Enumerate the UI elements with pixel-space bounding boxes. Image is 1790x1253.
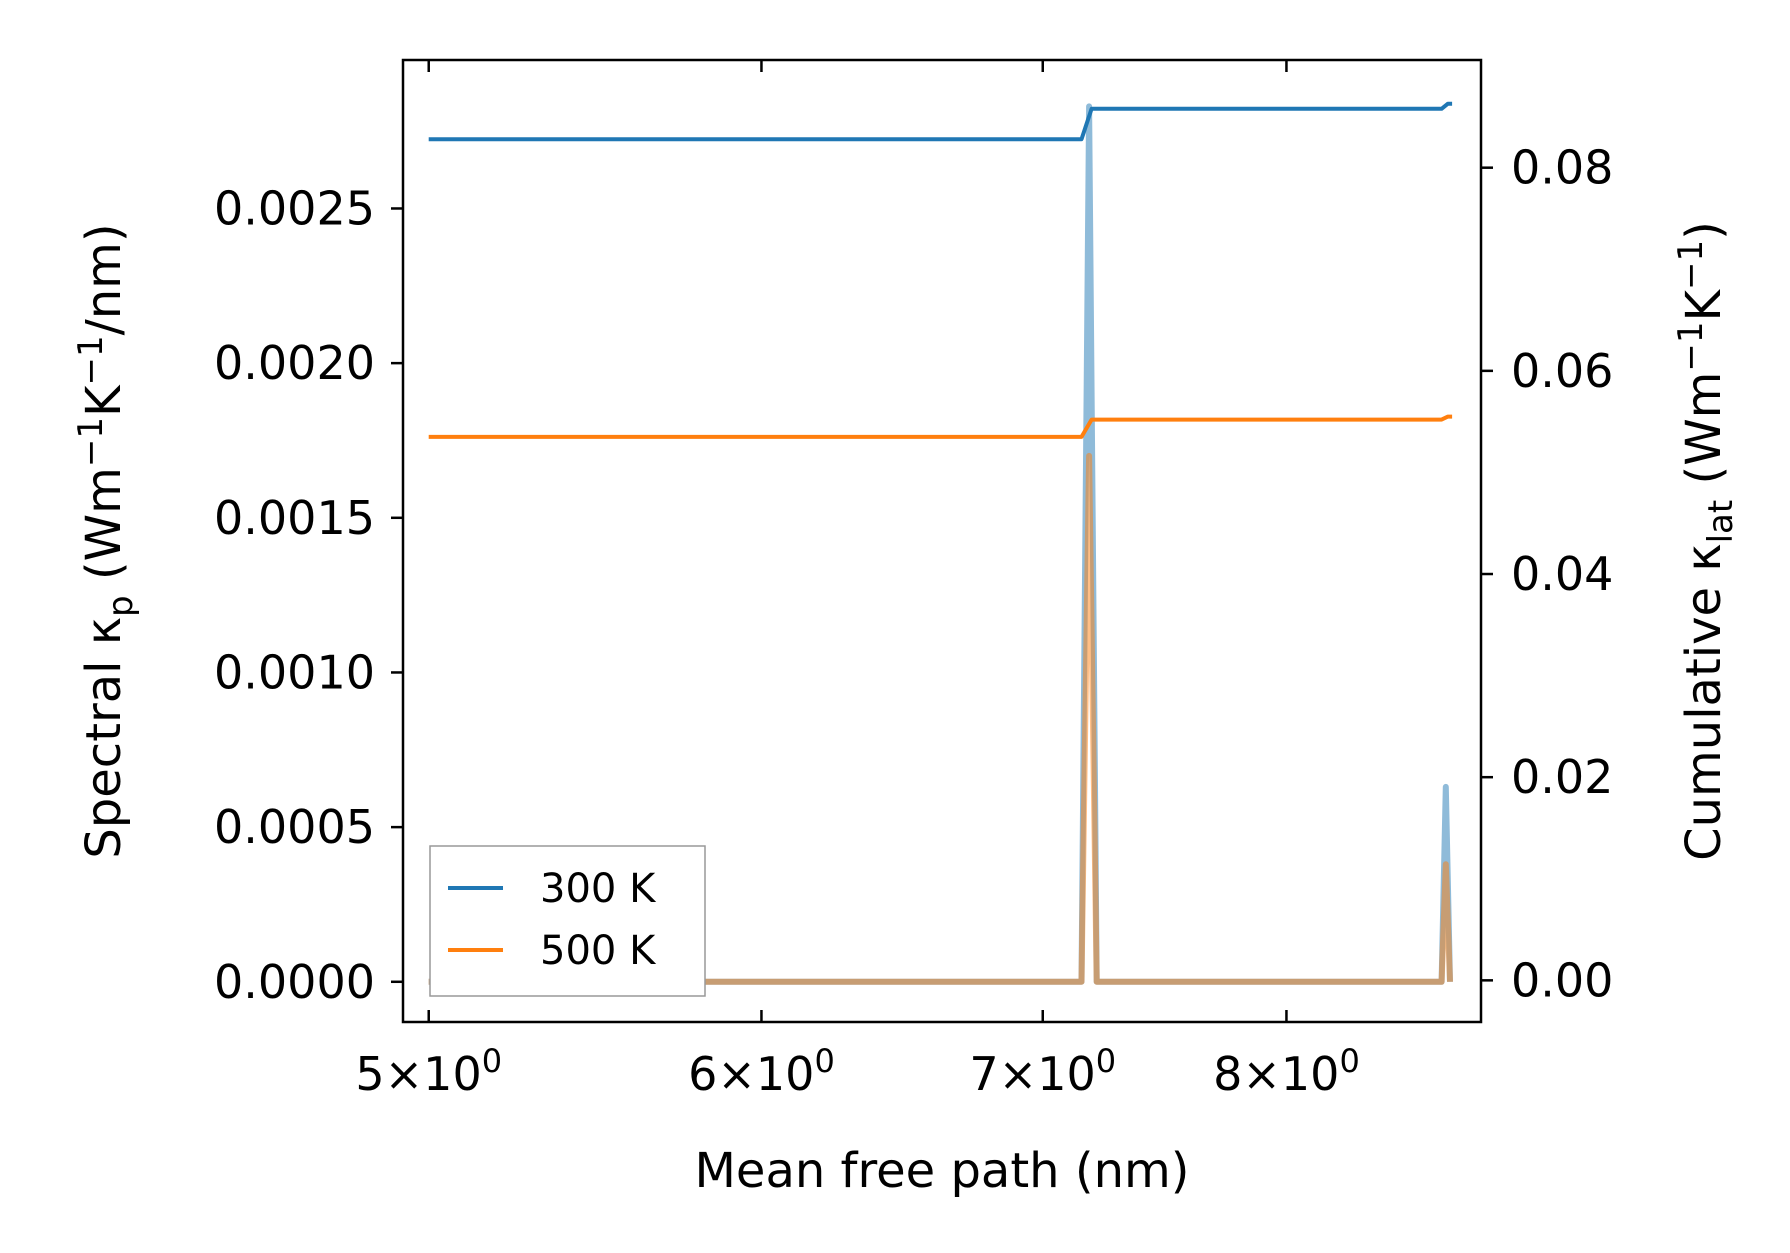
label-run: Cumulative κ [1676, 543, 1732, 861]
x-tick-base: 7 [969, 1047, 998, 1101]
label-run: (Wm [1676, 372, 1732, 500]
x-tick-label: 7×100 [969, 1042, 1116, 1101]
legend-label: 500 K [540, 928, 657, 974]
label-run: K [76, 384, 132, 417]
right-y-tick-label: 0.00 [1511, 953, 1613, 1007]
left-y-tick-label: 0.0015 [214, 491, 375, 545]
x-tick-base: 6 [688, 1047, 717, 1101]
label-run: −1 [1671, 240, 1711, 290]
x-tick-exp: 0 [482, 1042, 502, 1080]
x-tick-exp: 0 [1096, 1042, 1116, 1080]
x-tick-times: ×10 [999, 1047, 1096, 1101]
label-run: −1 [71, 335, 111, 385]
label-run: /nm) [76, 223, 132, 335]
x-tick-base: 8 [1213, 1047, 1242, 1101]
left-y-tick-label: 0.0025 [214, 181, 375, 235]
x-tick-label: 6×100 [688, 1042, 835, 1101]
label-run: K [1676, 288, 1732, 321]
left-y-tick-label: 0.0020 [214, 336, 375, 390]
x-axis-ticks: 5×100 6×100 7×100 8×100 [355, 60, 1360, 1101]
x-tick-base: 5 [355, 1047, 384, 1101]
x-tick-times: ×10 [717, 1047, 814, 1101]
label-run: −1 [1671, 321, 1711, 371]
x-tick-times: ×10 [385, 1047, 482, 1101]
cumulative-lines-layer [428, 101, 1453, 439]
label-run: ) [1676, 221, 1732, 240]
x-tick-exp: 0 [1339, 1042, 1359, 1080]
right-y-tick-label: 0.02 [1511, 750, 1613, 804]
left-y-tick-label: 0.0010 [214, 645, 375, 699]
legend: 300 K 500 K [429, 845, 706, 997]
x-tick-label: 5×100 [355, 1042, 502, 1101]
right-y-tick-label: 0.06 [1511, 344, 1613, 398]
x-tick-times: ×10 [1242, 1047, 1339, 1101]
legend-box [429, 845, 706, 997]
label-run: p [101, 595, 141, 617]
cumulative-line-300-k [428, 101, 1453, 142]
cumulative-line-500-k [428, 414, 1453, 439]
right-y-axis-label: Cumulative κlat (Wm−1K−1) [1671, 221, 1741, 861]
x-tick-label: 8×100 [1213, 1042, 1360, 1101]
right-y-axis-ticks: 0.00 0.02 0.04 0.06 0.08 [1481, 141, 1613, 1007]
label-run: −1 [71, 417, 111, 467]
legend-label: 300 K [540, 866, 657, 912]
spectral-line-500-k [428, 452, 1453, 985]
label-run: Spectral κ [76, 617, 132, 859]
x-axis-label: Mean free path (nm) [695, 1143, 1190, 1199]
spectral-lines-layer [428, 103, 1453, 985]
left-y-axis-label: Spectral κp (Wm−1K−1/nm) [71, 223, 141, 858]
plot-frame [401, 58, 1483, 1024]
left-y-tick-label: 0.0000 [214, 955, 375, 1009]
label-run: (Wm [76, 467, 132, 595]
right-y-tick-label: 0.08 [1511, 141, 1613, 195]
right-y-tick-label: 0.04 [1511, 547, 1613, 601]
left-y-axis-ticks: 0.0000 0.0005 0.0010 0.0015 0.0020 0.0025 [214, 181, 403, 1009]
label-run: lat [1701, 500, 1741, 544]
x-tick-exp: 0 [814, 1042, 834, 1080]
left-y-tick-label: 0.0005 [214, 800, 375, 854]
